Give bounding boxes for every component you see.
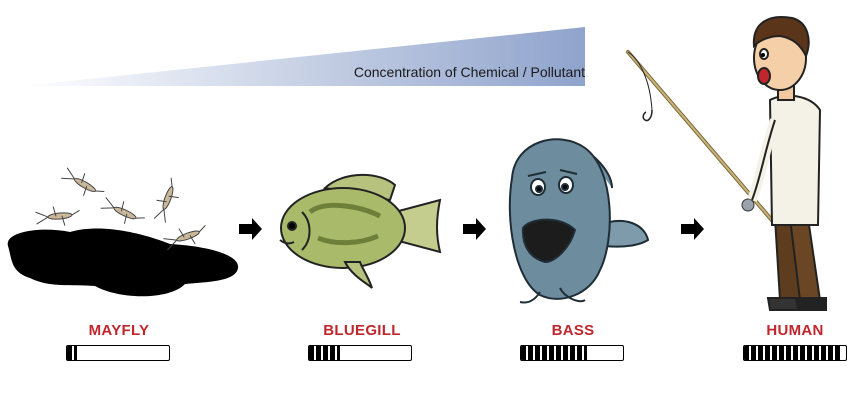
concentration-label: Concentration of Chemical / Pollutant <box>353 64 585 80</box>
arrow-right-icon <box>681 218 704 240</box>
bass-icon <box>508 138 650 304</box>
meter-bluegill <box>308 345 412 361</box>
label-mayfly: MAYFLY <box>88 322 150 339</box>
arrow-right-icon <box>463 218 486 240</box>
meter-fill <box>521 346 588 360</box>
mayfly-icon <box>35 167 206 251</box>
label-bluegill: BLUEGILL <box>323 322 401 339</box>
human-icon <box>747 16 827 311</box>
arrow-right-icon <box>239 218 262 240</box>
bluegill-icon <box>279 173 442 289</box>
meter-fill <box>744 346 841 360</box>
oil-slick-icon <box>7 228 239 297</box>
meter-fill <box>67 346 78 360</box>
meter-human <box>743 345 847 361</box>
label-human: HUMAN <box>766 322 824 339</box>
meter-mayfly <box>66 345 170 361</box>
meter-bass <box>520 345 624 361</box>
label-bass: BASS <box>551 322 595 339</box>
concentration-wedge <box>22 27 585 86</box>
fishing-rod-icon <box>626 50 784 234</box>
meter-fill <box>309 346 340 360</box>
